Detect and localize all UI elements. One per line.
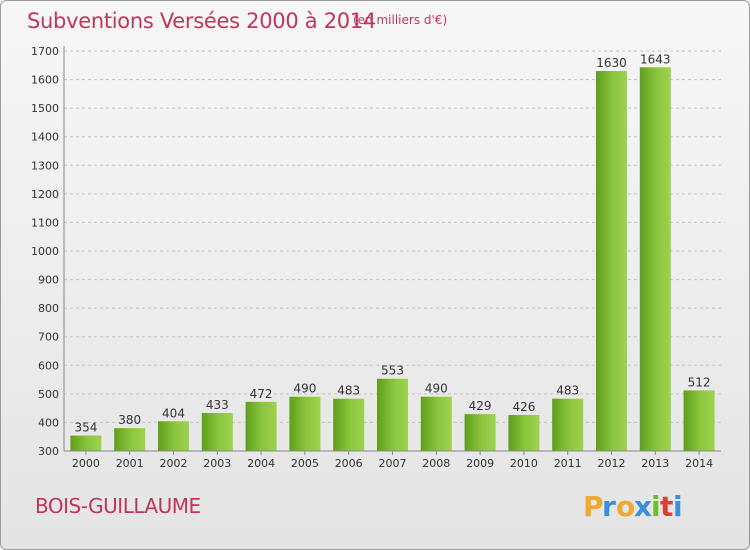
bar (420, 396, 452, 451)
bar (683, 390, 715, 451)
chart-title: Subventions Versées 2000 à 2014 (27, 9, 376, 33)
x-tick-label: 2003 (203, 457, 231, 470)
svg-text:t: t (660, 490, 673, 523)
x-tick-label: 2011 (554, 457, 582, 470)
chart-unit-note: (en milliers d'€) (353, 13, 448, 27)
bar-value-label: 483 (337, 384, 360, 398)
y-tick-label: 600 (38, 359, 59, 372)
bar (114, 428, 146, 451)
y-tick-label: 1500 (31, 102, 59, 115)
bar-value-label: 429 (469, 399, 492, 413)
x-tick-label: 2000 (72, 457, 100, 470)
y-tick-label: 300 (38, 445, 59, 458)
svg-text:r: r (602, 490, 616, 523)
bar-value-label: 380 (118, 413, 141, 427)
proxiti-logo[interactable]: P r o x i t i (581, 486, 691, 530)
bar-value-label: 1630 (596, 56, 627, 70)
y-tick-label: 800 (38, 302, 59, 315)
x-tick-label: 2004 (247, 457, 275, 470)
y-tick-label: 1400 (31, 131, 59, 144)
x-tick-label: 2005 (291, 457, 319, 470)
y-axis: 300 400 500 600 700 800 900 1000 1100 1200 1300 140… (31, 45, 65, 458)
bar-value-label: 354 (74, 421, 97, 435)
bar (70, 435, 102, 451)
bar (201, 413, 233, 451)
bar-value-label: 472 (250, 387, 273, 401)
svg-text:P: P (583, 490, 604, 523)
svg-text:i: i (673, 490, 683, 523)
svg-text:o: o (616, 490, 635, 523)
bar-value-label: 553 (381, 364, 404, 378)
x-tick-label: 2007 (379, 457, 407, 470)
y-tick-label: 1000 (31, 245, 59, 258)
y-tick-label: 1100 (31, 216, 59, 229)
x-axis: 2000 2001 2002 2003 2004 2005 2006 2007 2008 2009… (64, 450, 721, 470)
x-tick-label: 2013 (641, 457, 669, 470)
bar-value-label: 404 (162, 406, 185, 420)
x-tick-label: 2009 (466, 457, 494, 470)
x-tick-label: 2001 (116, 457, 144, 470)
svg-text:i: i (651, 490, 661, 523)
proxiti-logo-graphic: P r o x i t i (583, 490, 683, 523)
y-tick-label: 1600 (31, 74, 59, 87)
bar (639, 67, 671, 452)
bar (508, 415, 540, 451)
bar-value-label: 426 (512, 400, 535, 414)
bar (464, 414, 496, 451)
x-tick-label: 2002 (160, 457, 188, 470)
bar-value-label: 1643 (640, 52, 671, 66)
bar (596, 71, 627, 451)
bar-value-label: 490 (425, 382, 448, 396)
y-tick-label: 700 (38, 331, 59, 344)
bar (377, 378, 408, 451)
y-tick-label: 500 (38, 388, 59, 401)
x-tick-label: 2012 (598, 457, 626, 470)
y-tick-label: 1700 (31, 45, 59, 58)
bar (289, 396, 321, 451)
bar-value-label: 512 (688, 375, 711, 389)
y-tick-label: 1300 (31, 159, 59, 172)
bar (333, 398, 365, 451)
commune-name: BOIS-GUILLAUME (35, 494, 201, 518)
y-tick-label: 900 (38, 274, 59, 287)
bar-value-label: 490 (293, 382, 316, 396)
x-tick-label: 2006 (335, 457, 363, 470)
bar-value-label: 483 (556, 384, 579, 398)
svg-text:x: x (634, 490, 652, 523)
y-tick-label: 400 (38, 416, 59, 429)
x-tick-label: 2008 (422, 457, 450, 470)
bar-value-label: 433 (206, 398, 229, 412)
x-tick-label: 2010 (510, 457, 538, 470)
y-tick-label: 1200 (31, 188, 59, 201)
bar (158, 421, 189, 451)
bar (552, 398, 584, 451)
bars: 354 380 404 433 472 490 483 553 490 429 426 483 1630… (70, 52, 715, 452)
x-tick-label: 2014 (685, 457, 713, 470)
bar (245, 401, 277, 451)
